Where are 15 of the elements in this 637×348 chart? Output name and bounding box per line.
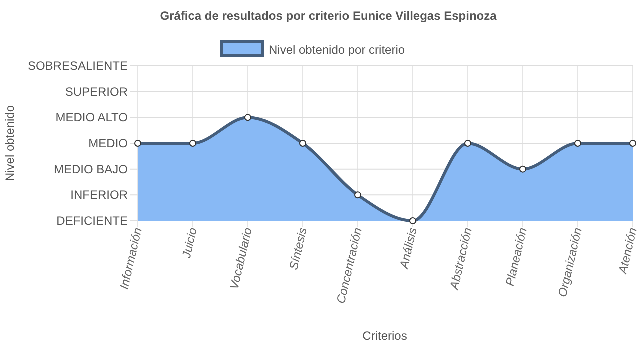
ref-line-label: INFERIOR xyxy=(70,188,128,202)
x-tick-label: Atención xyxy=(616,226,637,276)
x-axis-title: Criterios xyxy=(362,329,408,343)
ref-line-label: SUPERIOR xyxy=(65,84,128,99)
legend-label: Nivel obtenido por criterio xyxy=(269,43,406,57)
chart-title: Gráfica de resultados por criterio Eunice Villegas Espinoza xyxy=(160,9,498,23)
ref-line-label: MEDIO xyxy=(88,136,128,150)
ref-line-label: MEDIO BAJO xyxy=(54,162,128,176)
ref-line-label: MEDIO ALTO xyxy=(56,110,128,125)
ref-line-label: DEFICIENTE xyxy=(56,214,128,228)
text: Nivel obtenido xyxy=(3,105,17,182)
ref-line-label: SOBRESALIENTE xyxy=(28,59,128,73)
x-tick-label: Juicio xyxy=(179,226,200,261)
x-tick-label: Análisis xyxy=(396,226,420,271)
x-tick-label: Síntesis xyxy=(286,226,310,272)
